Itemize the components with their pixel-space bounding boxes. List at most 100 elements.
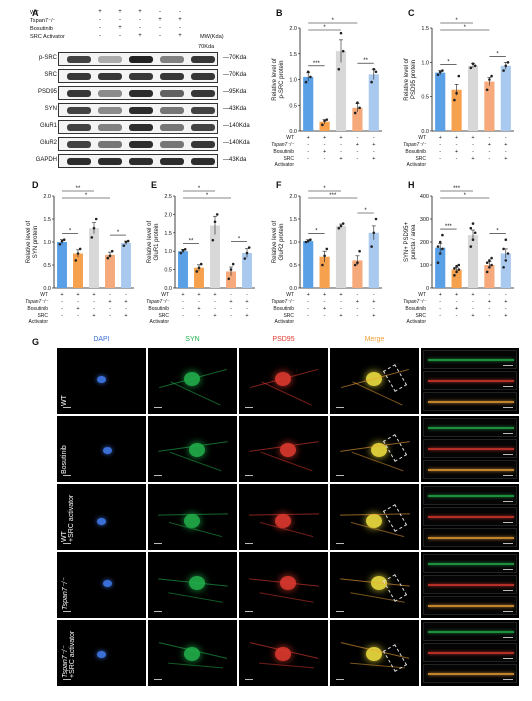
bar bbox=[500, 65, 511, 131]
significance-label: * bbox=[117, 230, 120, 236]
blot-strip bbox=[58, 154, 218, 168]
data-point bbox=[469, 245, 473, 248]
bar bbox=[319, 121, 330, 131]
panel-label-f: F bbox=[276, 180, 282, 190]
data-point bbox=[488, 78, 491, 81]
condition-symbol: + bbox=[108, 299, 111, 305]
condition-symbol: - bbox=[93, 306, 95, 312]
data-point bbox=[213, 220, 217, 224]
bar bbox=[105, 254, 115, 288]
condition-symbol: - bbox=[307, 313, 309, 319]
condition-symbol: + bbox=[488, 142, 491, 148]
panel-label-d: D bbox=[32, 180, 39, 190]
condition-label: Bosutinib bbox=[27, 306, 48, 312]
condition-symbol: + bbox=[245, 313, 248, 319]
condition-symbol: + bbox=[455, 292, 458, 298]
channel-label: DAPI bbox=[93, 336, 110, 343]
condition-symbol: - bbox=[214, 306, 216, 312]
data-point bbox=[358, 106, 361, 110]
condition-label: SRC bbox=[415, 313, 426, 319]
data-point bbox=[453, 98, 456, 102]
condition-symbol: - bbox=[356, 306, 358, 312]
data-point bbox=[504, 238, 508, 241]
data-point bbox=[243, 257, 247, 260]
lane-symbol: - bbox=[99, 17, 101, 23]
bar bbox=[319, 256, 330, 288]
bar bbox=[303, 241, 314, 288]
y-tick-label: 0.0 bbox=[421, 129, 429, 135]
condition-symbol: + bbox=[323, 149, 326, 155]
lane-symbol: + bbox=[178, 33, 182, 39]
condition-symbol: + bbox=[60, 292, 63, 298]
lane-symbol: - bbox=[99, 25, 101, 31]
data-point bbox=[231, 262, 235, 266]
significance-label: * bbox=[323, 186, 326, 192]
data-point bbox=[436, 261, 440, 265]
significance-label: * bbox=[464, 25, 467, 31]
y-tick-label: 0 bbox=[426, 286, 429, 292]
data-point bbox=[372, 67, 376, 71]
zoom-inset-cell bbox=[421, 348, 519, 414]
condition-symbol: + bbox=[372, 156, 375, 162]
data-point bbox=[370, 245, 373, 248]
condition-row-label: Tspan7⁻/⁻ +SRC activator bbox=[62, 630, 76, 678]
condition-symbol: - bbox=[324, 313, 326, 319]
zoom-inset-cell bbox=[421, 416, 519, 482]
y-axis-label: Relative level of bbox=[147, 220, 153, 263]
condition-symbol: - bbox=[61, 313, 63, 319]
condition-symbol: - bbox=[488, 135, 490, 141]
condition-label: WT bbox=[286, 292, 294, 298]
micrograph-cell bbox=[330, 484, 419, 550]
channel-label: PSD95 bbox=[272, 336, 295, 343]
y-axis-label: Relative level of bbox=[272, 58, 278, 101]
y-axis-label: GluR1 protein bbox=[154, 223, 160, 260]
condition-symbol: + bbox=[372, 313, 375, 319]
condition-symbol: + bbox=[213, 313, 216, 319]
data-point bbox=[453, 274, 456, 277]
y-tick-label: 2.0 bbox=[289, 194, 297, 200]
bar bbox=[368, 232, 379, 288]
condition-symbol: - bbox=[324, 142, 326, 148]
panel-label-c: C bbox=[408, 8, 415, 18]
data-point bbox=[183, 248, 187, 251]
data-point bbox=[339, 31, 343, 35]
data-point bbox=[372, 231, 376, 235]
data-point bbox=[197, 266, 201, 270]
condition-symbol: - bbox=[109, 306, 111, 312]
data-point bbox=[436, 245, 440, 248]
data-point bbox=[58, 243, 62, 246]
condition-label: Tspan7⁻/⁻ bbox=[271, 142, 294, 148]
condition-symbol: - bbox=[230, 292, 232, 298]
y-tick-label: 0.5 bbox=[164, 268, 172, 274]
data-point bbox=[374, 70, 378, 74]
condition-symbol: - bbox=[456, 156, 458, 162]
blot-row-label: GluR2 bbox=[39, 140, 57, 146]
micrograph-cell bbox=[148, 484, 237, 550]
condition-symbol: - bbox=[198, 313, 200, 319]
condition-label: SRC bbox=[283, 156, 294, 162]
blot-band bbox=[160, 90, 184, 97]
micrograph-cell bbox=[57, 552, 146, 618]
blot-kda-label: —95Kda bbox=[223, 89, 247, 95]
panel-label-e: E bbox=[151, 180, 158, 190]
micrograph-cell bbox=[239, 484, 328, 550]
condition-symbol: - bbox=[488, 292, 490, 298]
condition-symbol: - bbox=[472, 142, 474, 148]
condition-symbol: + bbox=[439, 135, 442, 141]
micrograph-cell bbox=[330, 620, 419, 686]
blot-strip bbox=[58, 137, 218, 151]
blot-band bbox=[67, 141, 91, 148]
condition-symbol: - bbox=[198, 299, 200, 305]
bar bbox=[242, 253, 252, 288]
condition-symbol: - bbox=[505, 292, 507, 298]
condition-label: WT bbox=[418, 135, 426, 141]
data-point bbox=[325, 118, 329, 121]
blot-band bbox=[191, 141, 215, 148]
condition-symbol: + bbox=[323, 292, 326, 298]
bar bbox=[500, 253, 511, 288]
condition-symbol: - bbox=[456, 299, 458, 305]
condition-symbol: + bbox=[471, 156, 474, 162]
condition-symbol: + bbox=[504, 156, 507, 162]
bar bbox=[484, 81, 495, 131]
blot-kda-label: —70Kda bbox=[223, 72, 247, 78]
